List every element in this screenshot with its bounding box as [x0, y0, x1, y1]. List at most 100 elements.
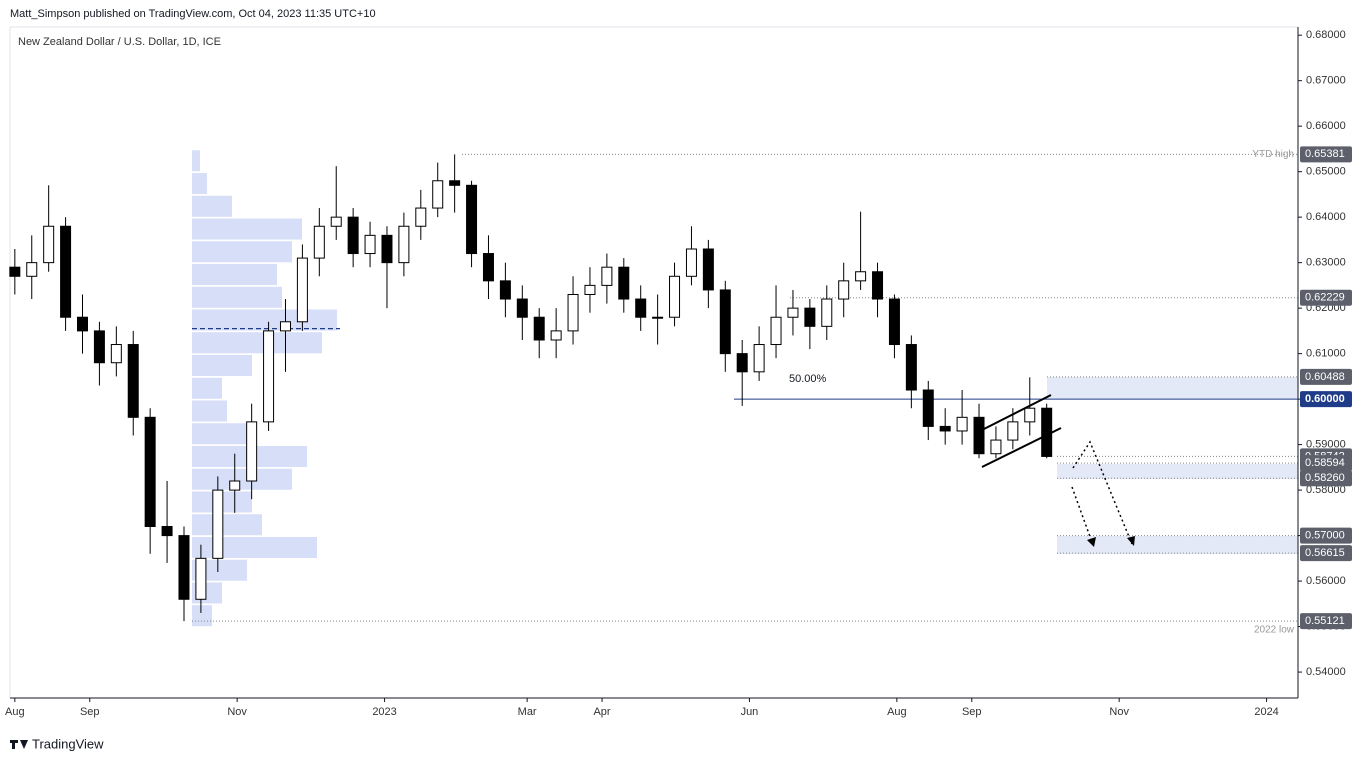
candle-body	[533, 316, 545, 341]
candle-body	[939, 425, 951, 432]
candle-body	[212, 489, 224, 559]
x-tick-label: Aug	[5, 706, 25, 718]
candle-body	[888, 298, 900, 346]
candle-body	[787, 307, 799, 318]
y-tick-label: 0.68000	[1306, 29, 1346, 41]
candle-body	[330, 216, 342, 227]
candle-body	[246, 421, 258, 482]
volume-bar	[192, 286, 282, 308]
candle-body	[956, 416, 968, 432]
candles	[9, 154, 1053, 622]
arrow	[1072, 440, 1133, 545]
level-label: 0.60000	[1305, 393, 1345, 405]
volume-bar	[192, 605, 212, 627]
candle-body	[855, 271, 867, 282]
volume-bar	[192, 377, 222, 399]
candle-body	[127, 344, 139, 418]
level-box	[1300, 289, 1352, 306]
candle-body	[178, 535, 190, 600]
candle-body	[719, 289, 731, 355]
fib-label: 50.00%	[789, 373, 827, 385]
zone	[1047, 377, 1298, 399]
y-tick-label: 0.56000	[1306, 575, 1346, 587]
volume-bar	[192, 195, 232, 217]
y-tick-label: 0.67000	[1306, 75, 1346, 87]
candle-body	[347, 216, 359, 255]
level-box	[1300, 470, 1352, 487]
candle-body	[93, 330, 105, 364]
candle-body	[60, 225, 72, 318]
zone	[1057, 536, 1298, 554]
y-tick-label: 0.64000	[1306, 211, 1346, 223]
x-tick-label: Aug	[887, 706, 907, 718]
volume-bar	[192, 332, 322, 354]
volume-bar	[192, 514, 262, 536]
candle-body	[161, 525, 173, 537]
candle-body	[398, 225, 410, 264]
level-label: 0.57000	[1305, 530, 1345, 542]
candle-body	[905, 344, 917, 391]
candle-body	[635, 298, 647, 318]
level-label: 0.56615	[1305, 547, 1345, 559]
y-tick-label: 0.65000	[1306, 166, 1346, 178]
candle-body	[685, 248, 697, 277]
level-box	[1300, 545, 1352, 562]
candle-body	[753, 344, 765, 373]
volume-bar	[192, 423, 252, 445]
y-tick-label: 0.66000	[1306, 120, 1346, 132]
level-label: 0.65381	[1305, 148, 1345, 160]
level-label: 0.60488	[1305, 371, 1345, 383]
level-box	[1300, 455, 1352, 472]
candle-body	[736, 353, 748, 373]
volume-bar	[192, 241, 292, 263]
x-tick-label: Jun	[741, 706, 759, 718]
x-tick-label: 2024	[1254, 706, 1278, 718]
level-box	[1300, 146, 1352, 163]
volume-bar	[192, 309, 337, 331]
candle-body	[618, 266, 630, 300]
volume-bar	[192, 218, 302, 240]
publisher: Matt_Simpson published on TradingView.co…	[10, 8, 376, 20]
candle-body	[76, 316, 88, 332]
x-tick-label: Sep	[80, 706, 100, 718]
level-box	[1300, 613, 1352, 630]
y-tick-label: 0.54000	[1306, 666, 1346, 678]
candle-body	[229, 480, 241, 491]
candle-body	[550, 330, 562, 341]
candle-body	[584, 284, 596, 295]
candle-body	[669, 275, 681, 318]
candle-body	[838, 280, 850, 300]
y-tick-label: 0.61000	[1306, 348, 1346, 360]
candle-body	[364, 234, 376, 255]
candle-body	[922, 389, 934, 427]
candle-body	[26, 262, 38, 277]
candle-body	[415, 207, 427, 227]
candle-body	[652, 316, 664, 319]
candle-body	[279, 321, 291, 332]
x-tick-label: Sep	[962, 706, 982, 718]
volume-bar	[192, 468, 292, 490]
x-tick-label: Mar	[518, 706, 537, 718]
candle-body	[144, 416, 156, 527]
arrow	[1071, 486, 1094, 546]
candle-body	[1007, 421, 1019, 441]
level-label: 0.58260	[1305, 472, 1345, 484]
volume-bar	[192, 400, 227, 422]
candle-body	[432, 180, 444, 209]
chart-title: New Zealand Dollar / U.S. Dollar, 1D, IC…	[18, 36, 221, 48]
candle-body	[821, 298, 833, 327]
candle-body	[804, 307, 816, 327]
candle-body	[381, 234, 393, 264]
channel-line	[981, 427, 1062, 468]
candle-body	[499, 280, 511, 300]
candle-body	[601, 266, 613, 286]
candle-body	[770, 316, 782, 346]
x-tick-label: Nov	[1109, 706, 1129, 718]
level-labels: 0.65381 YTD high 0.62229 0.60488 0.60000 0.58…	[1252, 146, 1352, 636]
volume-bar	[192, 173, 207, 195]
candle-body	[567, 293, 579, 332]
candle-body	[263, 330, 275, 423]
level-note: YTD high	[1252, 149, 1294, 160]
candle-body	[516, 298, 528, 318]
